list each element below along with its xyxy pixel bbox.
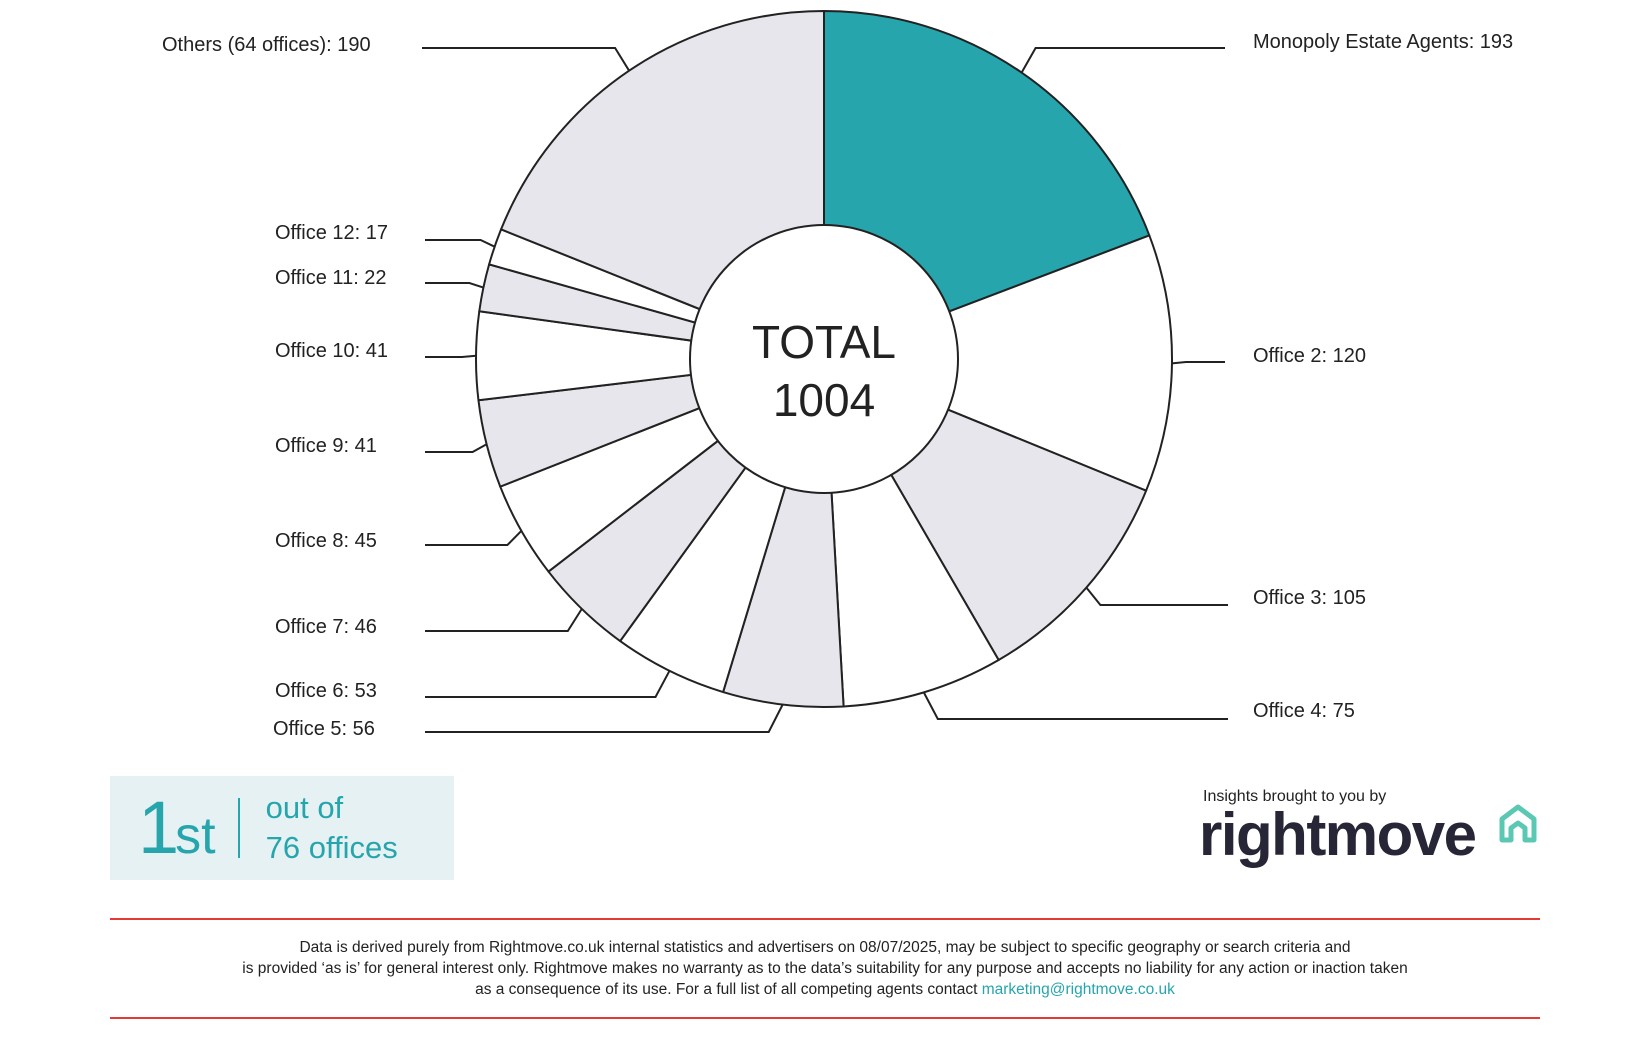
leader-line-3 <box>1085 586 1228 606</box>
disclaimer: Data is derived purely from Rightmove.co… <box>110 937 1540 1000</box>
slice-label-9: Office 9: 41 <box>275 435 377 457</box>
slice-2 <box>823 234 1173 492</box>
rank-caption-line2: 76 offices <box>265 830 398 865</box>
insights-credit: Insights brought to you by <box>1203 788 1387 805</box>
slice-label-6: Office 6: 53 <box>275 680 377 702</box>
leader-line-10 <box>425 354 477 358</box>
disclaimer-line1: Data is derived purely from Rightmove.co… <box>299 939 1351 956</box>
leader-line-11 <box>425 282 484 289</box>
leader-line-9 <box>425 443 488 453</box>
slice-label-2: Office 2: 120 <box>1253 345 1366 367</box>
slice-label-13: Others (64 offices): 190 <box>162 34 371 56</box>
rank-suffix: st <box>175 807 216 865</box>
rank-position: 1st <box>138 791 216 865</box>
slice-label-12: Office 12: 17 <box>275 222 388 244</box>
leader-line-5 <box>425 704 784 733</box>
rank-caption-line1: out of <box>265 790 344 825</box>
slice-labels: Monopoly Estate Agents: 193 Office 2: 120… <box>162 31 1513 740</box>
slice-label-1: Monopoly Estate Agents: 193 <box>1253 31 1513 53</box>
donut-chart: Monopoly Estate Agents: 193 Office 2: 120… <box>162 10 1513 740</box>
rank-number: 1 <box>138 786 179 869</box>
leader-line-6 <box>425 670 671 698</box>
leader-line-2 <box>1171 361 1225 365</box>
rank-caption: out of 76 offices <box>266 788 398 868</box>
disclaimer-line2: is provided ‘as is’ for general interest… <box>242 960 1408 977</box>
leader-line-13 <box>422 47 630 72</box>
leader-line-7 <box>425 608 583 632</box>
disclaimer-line3-text: as a consequence of its use. For a full … <box>475 981 978 998</box>
house-outline-icon <box>1499 804 1537 843</box>
leader-line-8 <box>425 530 523 546</box>
slice-label-11: Office 11: 22 <box>275 267 387 289</box>
leader-lines <box>422 47 1228 733</box>
slice-label-4: Office 4: 75 <box>1253 700 1355 722</box>
leader-line-4 <box>922 691 1228 720</box>
slice-label-3: Office 3: 105 <box>1253 587 1366 609</box>
rightmove-logo-text: rightmove <box>1199 801 1477 868</box>
leader-line-1 <box>1020 47 1225 74</box>
slice-label-10: Office 10: 41 <box>275 340 388 362</box>
top-rule <box>110 918 1540 920</box>
leader-line-12 <box>425 239 496 248</box>
center-label-value: 1004 <box>773 374 875 426</box>
rank-panel: 1st out of 76 offices <box>110 776 454 880</box>
disclaimer-line3: as a consequence of its use. For a full … <box>110 979 1540 1000</box>
contact-email-link[interactable]: marketing@rightmove.co.uk <box>981 981 1175 998</box>
donut-center <box>689 224 959 494</box>
bottom-rule <box>110 1017 1540 1019</box>
slice-label-8: Office 8: 45 <box>275 530 377 552</box>
center-label-total: TOTAL <box>752 316 896 368</box>
rank-divider <box>237 798 240 858</box>
slice-label-7: Office 7: 46 <box>275 616 377 638</box>
slice-label-5: Office 5: 56 <box>273 718 375 740</box>
